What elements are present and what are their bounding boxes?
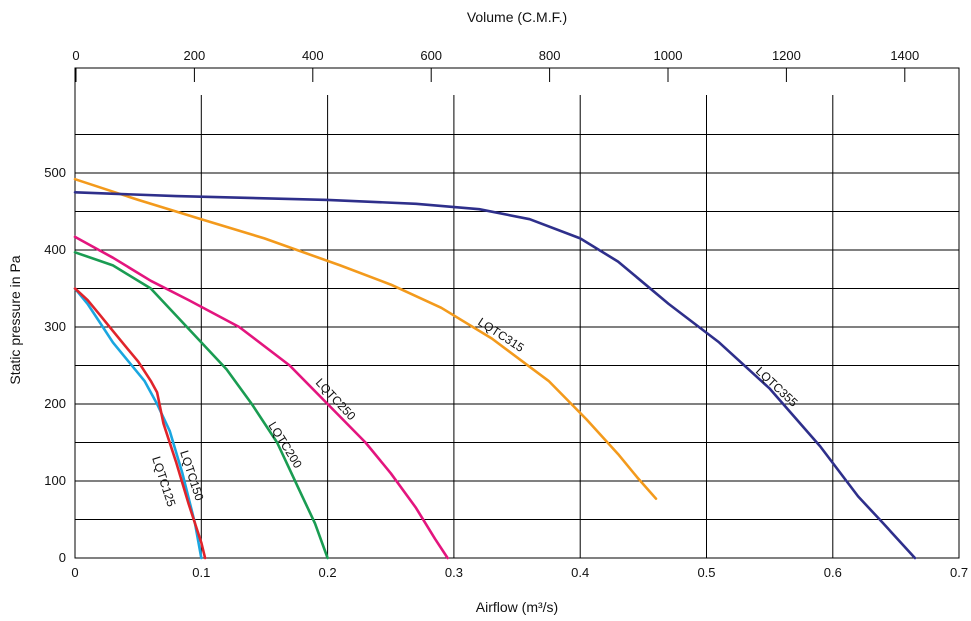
series-line-lqtc315: [73, 177, 658, 501]
series-lines: [73, 177, 917, 560]
y-tick-label: 300: [44, 319, 66, 334]
top-tick-label: 0: [72, 48, 79, 63]
x-tick-label: 0: [71, 565, 78, 580]
x-tick-label: 0.1: [192, 565, 210, 580]
top-tick-label: 1400: [890, 48, 919, 63]
series-label-lqtc150: LQTC150: [177, 449, 206, 503]
series-line-lqtc250: [73, 235, 449, 560]
series-label-lqtc125: LQTC125: [149, 455, 178, 509]
top-axis-ticks: 0 200 400 600 800 1000 1200 1400: [72, 48, 919, 82]
x-axis-ticks: 0 0.1 0.2 0.3 0.4 0.5 0.6 0.7: [71, 565, 968, 580]
x-tick-label: 0.6: [824, 565, 842, 580]
y-axis-ticks: 0 100 200 300 400 500: [44, 165, 66, 565]
top-tick-label: 1200: [772, 48, 801, 63]
top-tick-label: 800: [539, 48, 561, 63]
x-tick-label: 0.4: [571, 565, 589, 580]
y-tick-label: 100: [44, 473, 66, 488]
grid-horizontal-lines: [75, 134, 959, 520]
x-tick-label: 0.2: [319, 565, 337, 580]
x-tick-label: 0.3: [445, 565, 463, 580]
x-tick-label: 0.7: [950, 565, 968, 580]
top-tick-label: 1000: [654, 48, 683, 63]
series-label-lqtc250: LQTC250: [313, 375, 359, 423]
series-line-lqtc200: [73, 251, 329, 560]
top-tick-label: 600: [420, 48, 442, 63]
y-axis-title: Static pressure in Pa: [7, 255, 23, 384]
top-axis-title: Volume (C.M.F.): [467, 9, 567, 25]
top-tick-label: 200: [184, 48, 206, 63]
top-tick-label: 400: [302, 48, 324, 63]
series-line-lqtc355: [73, 191, 917, 560]
y-tick-label: 200: [44, 396, 66, 411]
series-label-lqtc315: LQTC315: [475, 315, 527, 355]
series-label-lqtc200: LQTC200: [265, 419, 305, 471]
x-axis-title: Airflow (m³/s): [476, 599, 558, 615]
plot-frame: [74, 67, 960, 559]
series-label-lqtc355: LQTC355: [753, 364, 801, 410]
y-tick-label: 0: [59, 550, 66, 565]
y-tick-label: 400: [44, 242, 66, 257]
x-tick-label: 0.5: [697, 565, 715, 580]
series-line-lqtc150: [73, 287, 207, 560]
y-tick-label: 500: [44, 165, 66, 180]
series-line-lqtc125: [73, 287, 203, 560]
